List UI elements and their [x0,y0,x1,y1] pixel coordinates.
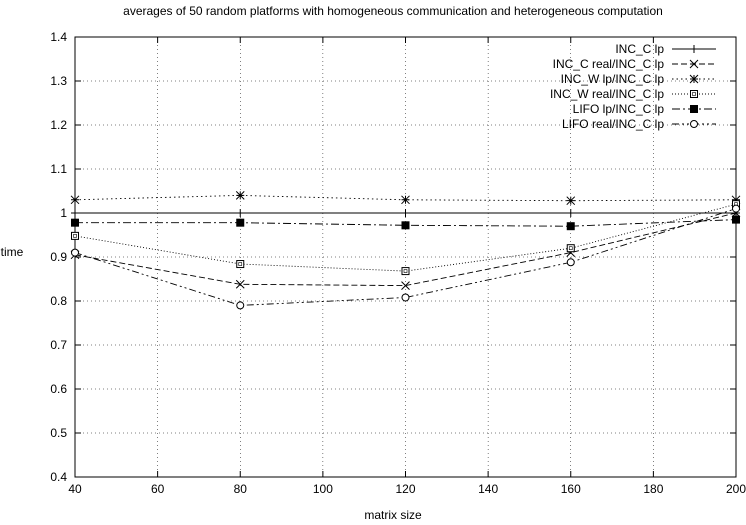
x-tick-label: 160 [561,482,581,496]
open-square-inner [568,246,573,250]
filled-square-marker [690,105,698,113]
cross-marker [689,59,699,69]
star-marker [566,196,576,206]
open-circle-marker [566,258,575,267]
star-marker [689,74,699,84]
star-marker [731,195,741,205]
y-tick-label: 0.6 [50,382,67,396]
filled-square-marker [566,222,575,231]
grid-layer [75,37,736,477]
series [71,215,740,231]
cross-marker [401,281,410,290]
y-tick-label: 1.1 [50,162,67,176]
y-tick-label: 1.2 [50,118,67,132]
plus-marker [236,209,245,217]
legend-entry: INC_C lp [615,42,716,56]
open-square-inner [403,269,408,273]
open-square-marker [566,244,575,253]
legend-entry: INC_C real/INC_C lp [553,57,716,71]
open-square-inner [73,234,77,238]
legend-label: INC_W real/INC_C lp [550,87,664,101]
y-tick-label: 0.9 [50,250,67,264]
legend-entry: INC_W real/INC_C lp [550,87,716,101]
open-circle-marker [236,301,245,310]
plus-marker [690,45,698,53]
series-line [75,219,737,227]
x-tick-label: 100 [313,482,333,496]
y-axis-label: time [1,245,24,259]
y-tick-label: 0.7 [50,338,67,352]
open-square-marker [236,260,245,269]
x-tick-label: 120 [395,482,415,496]
open-square-inner [692,92,696,96]
legend-label: LIFO lp/INC_C lp [573,102,665,116]
series [71,209,740,217]
filled-square-marker [71,218,79,227]
legend-label: INC_C real/INC_C lp [553,57,665,71]
y-tick-label: 1.4 [50,30,67,44]
star-marker [401,195,410,205]
y-tick-label: 0.4 [50,470,67,484]
x-tick-label: 140 [478,482,498,496]
legend-entry: INC_W lp/INC_C lp [561,72,716,86]
series [71,200,740,276]
axis-layer: 40 60 80 100 120 140 160 180 200 0.4 0.5 0.6 0.7 0.8 0… [50,30,746,496]
open-square-marker [401,267,410,276]
open-circle-marker [71,248,79,257]
cross-marker [235,279,245,289]
y-tick-label: 0.8 [50,294,67,308]
open-square-inner [238,262,243,266]
chart-title: averages of 50 random platforms with hom… [123,4,663,18]
filled-square-marker [236,218,245,227]
legend-label: INC_C lp [615,42,664,56]
legend-entry: LIFO lp/INC_C lp [573,102,716,116]
filled-square-marker [732,215,740,224]
x-tick-label: 200 [726,482,746,496]
x-tick-label: 80 [234,482,248,496]
filled-square-marker [401,221,410,230]
x-axis-label: matrix size [364,508,422,522]
series-layer [70,191,741,310]
series [70,191,741,206]
y-tick-label: 1 [60,206,67,220]
plus-marker [566,209,575,217]
open-circle-marker [732,204,740,213]
legend-entry: LIFO real/INC_C lp [562,117,716,131]
series [71,204,740,310]
series-line [74,208,737,306]
star-marker [70,195,80,205]
plus-marker [71,209,79,217]
y-tick-label: 0.5 [50,426,67,440]
x-tick-label: 40 [68,482,82,496]
star-marker [235,191,245,200]
y-tick-label: 1.3 [50,74,67,88]
open-square-marker [71,231,79,240]
open-circle-marker [401,293,410,302]
x-tick-label: 180 [643,482,663,496]
x-tick-label: 60 [151,482,165,496]
legend-label: INC_W lp/INC_C lp [561,72,665,86]
open-square-marker [690,90,698,98]
plus-marker [401,209,410,217]
open-circle-marker [690,120,698,128]
legend-label: LIFO real/INC_C lp [562,117,664,131]
